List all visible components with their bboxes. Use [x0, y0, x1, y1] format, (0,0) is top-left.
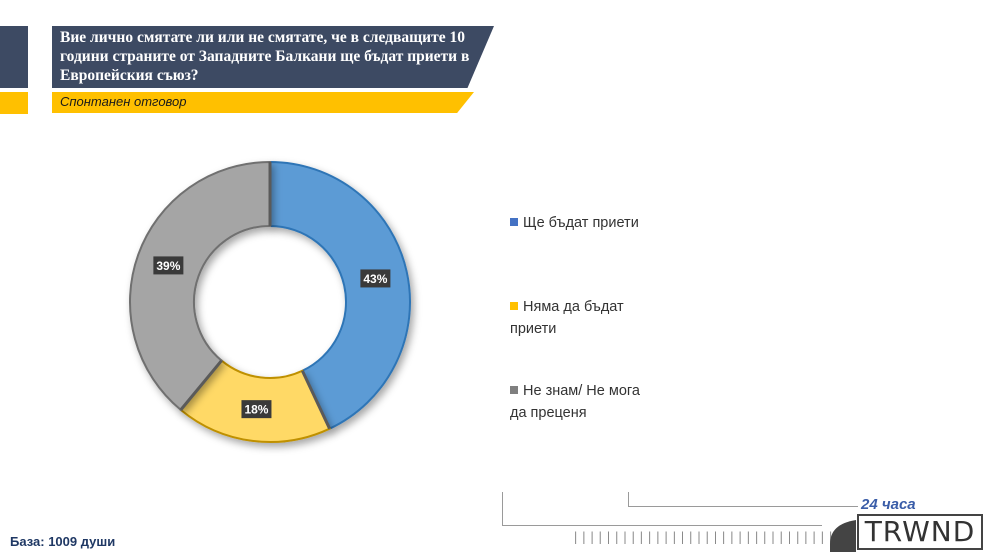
donut-slice-0	[269, 160, 411, 431]
data-label-bg-0	[360, 269, 391, 288]
deco-tick-marks: ||||||||||||||||||||||||||||||||	[572, 530, 836, 544]
legend-item-dont-know: Не знам/ Не мога да преценя	[510, 380, 660, 424]
subtitle-banner	[52, 92, 474, 113]
legend-label-accepted: Ще бъдат приети	[523, 215, 639, 231]
deco-line-left-vertical	[502, 492, 503, 526]
legend-swatch-not-accepted	[510, 302, 518, 310]
data-label-0: 43%	[360, 269, 391, 288]
legend-item-not-accepted: Няма да бъдат приети	[510, 296, 650, 340]
chart-subtitle: Спонтанен отговор	[60, 94, 187, 109]
legend-label-dont-know: Не знам/ Не мога да преценя	[510, 383, 640, 421]
data-label-text-0: 43%	[363, 272, 387, 286]
chart-title: Вие лично смятате ли или не смятате, че …	[60, 29, 470, 84]
legend-swatch-dont-know	[510, 386, 518, 394]
title-banner	[52, 26, 494, 88]
logo-24chasa-trend: 24 часа TRWND	[857, 496, 987, 554]
data-label-2: 39%	[153, 256, 184, 275]
legend-label-not-accepted: Няма да бъдат приети	[510, 299, 624, 337]
deco-line-bottom	[502, 525, 822, 526]
donut-separator-1	[301, 370, 331, 430]
legend-item-accepted: Ще бъдат приети	[510, 212, 639, 234]
deco-line-inner-vertical	[628, 492, 629, 506]
logo-top-text: 24 часа	[861, 496, 916, 513]
data-label-bg-1	[241, 400, 272, 419]
logo-main-text: TRWND	[857, 514, 983, 550]
donut-separator-2	[179, 359, 223, 411]
donut-slice-2	[129, 160, 271, 412]
header-left-strip	[0, 92, 28, 114]
legend-swatch-accepted	[510, 218, 518, 226]
header-left-tab	[0, 26, 28, 88]
data-label-bg-2	[153, 256, 184, 275]
data-label-1: 18%	[241, 400, 272, 419]
data-label-text-2: 39%	[156, 259, 180, 273]
data-label-text-1: 18%	[244, 403, 268, 417]
deco-line-inner	[628, 506, 858, 507]
sample-base-note: База: 1009 души	[10, 534, 116, 549]
logo-corner-shape	[830, 520, 856, 552]
